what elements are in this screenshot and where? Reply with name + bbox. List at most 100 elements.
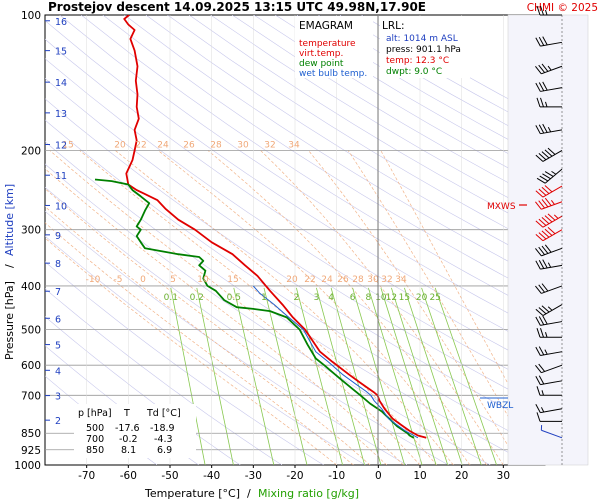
table-cell: 700 bbox=[86, 434, 104, 445]
altitude-tick-label: 12 bbox=[55, 141, 67, 152]
dry-adiabat bbox=[45, 98, 545, 430]
wind-barb bbox=[535, 283, 563, 294]
moist-adiabat bbox=[45, 206, 371, 465]
moist-adiabat-label: 22 bbox=[304, 275, 315, 285]
series-layer bbox=[94, 15, 427, 439]
x-tick-label: 20 bbox=[455, 470, 468, 482]
x-tick-label: -50 bbox=[161, 470, 178, 482]
y-tick-label: 400 bbox=[21, 281, 41, 293]
moist-adiabat-label: 28 bbox=[210, 140, 222, 150]
mixing-ratio-label: 3 bbox=[314, 293, 320, 303]
moist-adiabat-label: 15 bbox=[227, 275, 238, 285]
table-header-p: p [hPa] bbox=[78, 408, 112, 419]
mixing-ratio-line bbox=[330, 287, 382, 465]
dry-adiabat bbox=[167, 15, 545, 249]
altitude-tick-label: 13 bbox=[55, 109, 67, 120]
wind-panel bbox=[507, 14, 589, 466]
data-table: p [hPa] T Td [°C] 500 -17.6 -18.9 700 -0… bbox=[74, 404, 196, 458]
mixing-ratio-label: 20 bbox=[416, 293, 428, 303]
series-wet-bulb-temp bbox=[252, 285, 419, 439]
y-tick-label: 600 bbox=[21, 360, 41, 372]
mixing-ratio-line bbox=[296, 287, 343, 465]
wind-barb bbox=[540, 425, 563, 439]
table-cell: 850 bbox=[86, 445, 104, 456]
moist-adiabat-label: 34 bbox=[395, 275, 407, 285]
x-tick-label: -20 bbox=[286, 470, 303, 482]
y-tick-label: 200 bbox=[21, 145, 41, 157]
moist-adiabat-label: 20 bbox=[286, 275, 298, 285]
x-axis-label: Temperature [°C] bbox=[144, 487, 240, 500]
wind-barb bbox=[535, 304, 563, 316]
y-axis-label: Pressure [hPa] bbox=[3, 281, 16, 360]
mixing-ratio-line bbox=[391, 287, 449, 465]
dry-adiabat bbox=[45, 77, 545, 410]
credit-label: CHMI © 2025 bbox=[527, 2, 598, 14]
altitude-tick-label: 2 bbox=[55, 416, 61, 427]
dry-adiabat bbox=[145, 15, 545, 265]
wind-barb bbox=[536, 412, 562, 422]
legend-item-temperature: temperature bbox=[299, 39, 356, 49]
y-tick-label: 300 bbox=[21, 225, 41, 237]
moist-adiabat-label: -5 bbox=[114, 275, 123, 285]
table-cell: -17.6 bbox=[115, 423, 140, 434]
moist-adiabat-label: 28 bbox=[352, 275, 364, 285]
wind-barb bbox=[535, 363, 563, 374]
table-header-t: T bbox=[123, 408, 130, 419]
chart-title: Prostejov descent 14.09.2025 13:15 UTC 4… bbox=[48, 0, 426, 14]
series-dew-point bbox=[94, 178, 415, 439]
lrl-dwpt: dwpt: 9.0 °C bbox=[386, 67, 442, 77]
table-cell: -0.2 bbox=[119, 434, 138, 445]
table-header-td: Td [°C] bbox=[146, 408, 181, 419]
altitude-tick-label: 6 bbox=[55, 314, 61, 325]
legend: EMAGRAM temperature virt.temp. dew point… bbox=[295, 16, 373, 79]
mixing-ratio-label: 6 bbox=[350, 293, 356, 303]
mixing-ratio-label: 12 bbox=[386, 293, 397, 303]
mixing-ratio-label: 4 bbox=[328, 293, 334, 303]
dry-adiabat bbox=[124, 15, 545, 282]
mixing-ratio-label: 10 bbox=[375, 293, 387, 303]
altitude-tick-label: 16 bbox=[55, 17, 67, 28]
x-tick-label: -30 bbox=[245, 470, 262, 482]
wind-barb bbox=[535, 185, 563, 198]
table-cell: -18.9 bbox=[150, 423, 175, 434]
table-cell: 6.9 bbox=[157, 445, 172, 456]
altitude-tick-label: 3 bbox=[55, 392, 61, 403]
x-axis-separator: / bbox=[247, 487, 251, 500]
wind-barb bbox=[535, 197, 563, 210]
dry-adiabat bbox=[45, 58, 545, 390]
x-tick-label: 10 bbox=[413, 470, 426, 482]
altitude-tick-label: 14 bbox=[55, 78, 67, 89]
legend-title: EMAGRAM bbox=[299, 20, 353, 32]
moist-adiabat-label: 15 bbox=[62, 140, 73, 150]
x-tick-label: -40 bbox=[203, 470, 220, 482]
dry-adiabat bbox=[102, 15, 545, 299]
wind-barb bbox=[536, 386, 562, 396]
mixing-ratio-label: 2 bbox=[294, 293, 300, 303]
dry-adiabat bbox=[59, 15, 545, 334]
wind-barb bbox=[536, 328, 562, 338]
mixing-ratio-line bbox=[421, 287, 482, 465]
moist-adiabat-label: 0 bbox=[140, 275, 146, 285]
altitude-tick-label: 15 bbox=[55, 47, 67, 58]
x-tick-label: 30 bbox=[497, 470, 510, 482]
wind-barb bbox=[535, 315, 563, 326]
legend-item-virt-temp: virt.temp. bbox=[299, 49, 343, 59]
altitude-tick-label: 9 bbox=[55, 231, 61, 242]
altitude-tick-label: 4 bbox=[55, 366, 61, 377]
wind-barbs bbox=[535, 5, 563, 439]
dry-adiabat bbox=[210, 15, 545, 218]
wind-barb bbox=[535, 404, 563, 414]
wind-barb bbox=[536, 168, 563, 184]
mixing-ratio-line bbox=[233, 287, 275, 465]
moist-adiabat-label: 30 bbox=[237, 140, 249, 150]
x-tick-label: -60 bbox=[120, 470, 137, 482]
moist-adiabat-label: 32 bbox=[381, 275, 392, 285]
altitude-tick-label: 11 bbox=[55, 171, 67, 182]
lrl-title: LRL: bbox=[382, 20, 405, 32]
moist-adiabat-label: 22 bbox=[135, 140, 146, 150]
mxws-label: MXWS bbox=[487, 202, 516, 212]
moist-adiabat-label: 32 bbox=[264, 140, 275, 150]
mixing-ratio-line bbox=[404, 287, 463, 465]
